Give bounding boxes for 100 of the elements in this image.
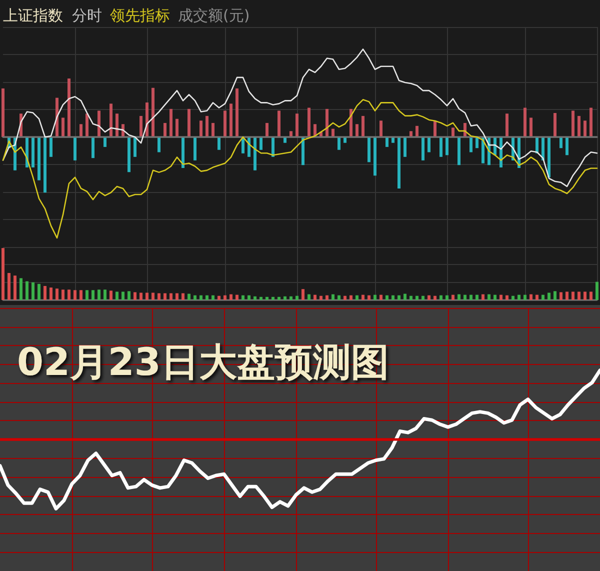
bar bbox=[170, 108, 172, 137]
bar bbox=[206, 116, 208, 137]
bar bbox=[356, 295, 358, 300]
bar bbox=[278, 296, 280, 300]
text: 成交额(元) bbox=[178, 6, 250, 24]
bar bbox=[164, 293, 166, 300]
bar bbox=[98, 110, 100, 137]
bar bbox=[44, 137, 46, 193]
bar bbox=[356, 124, 358, 137]
bar bbox=[428, 295, 430, 300]
bar bbox=[368, 295, 370, 300]
bar bbox=[92, 290, 94, 300]
bar bbox=[254, 296, 256, 300]
bar bbox=[272, 296, 274, 300]
bar bbox=[590, 292, 592, 300]
bar bbox=[50, 288, 52, 300]
bar bbox=[212, 295, 214, 300]
bar bbox=[446, 137, 448, 156]
bar bbox=[278, 110, 280, 137]
bar bbox=[344, 296, 346, 300]
bar bbox=[284, 296, 286, 300]
bar bbox=[548, 137, 550, 178]
bar bbox=[86, 290, 88, 300]
bar bbox=[554, 113, 556, 137]
bar bbox=[350, 295, 352, 300]
bar bbox=[434, 296, 436, 300]
bar bbox=[224, 110, 226, 137]
bar bbox=[32, 282, 34, 300]
bar bbox=[56, 288, 58, 300]
bar bbox=[230, 104, 232, 137]
bar bbox=[578, 292, 580, 300]
bar bbox=[260, 137, 262, 150]
bar bbox=[164, 122, 166, 137]
bar bbox=[434, 120, 436, 137]
bar bbox=[212, 122, 214, 137]
bar bbox=[398, 295, 400, 300]
bar bbox=[128, 137, 130, 172]
bar bbox=[536, 294, 538, 300]
bar bbox=[188, 108, 190, 137]
bar bbox=[128, 291, 130, 300]
bar bbox=[554, 291, 556, 300]
bar bbox=[194, 295, 196, 300]
bar bbox=[518, 294, 520, 300]
bar bbox=[458, 294, 460, 300]
bar bbox=[242, 295, 244, 300]
bar bbox=[14, 276, 16, 300]
bar bbox=[200, 120, 202, 137]
bar bbox=[548, 292, 550, 300]
bar bbox=[302, 289, 304, 300]
bar bbox=[530, 294, 532, 300]
bar bbox=[68, 78, 70, 137]
bar bbox=[290, 296, 292, 300]
bar bbox=[236, 88, 238, 137]
bar bbox=[362, 294, 364, 300]
bar bbox=[410, 296, 412, 300]
bar bbox=[398, 137, 400, 188]
bar bbox=[296, 296, 298, 300]
bar bbox=[26, 281, 28, 300]
bar bbox=[386, 295, 388, 300]
bar bbox=[440, 137, 442, 157]
bar bbox=[122, 292, 124, 300]
bar bbox=[338, 295, 340, 300]
bar bbox=[422, 137, 424, 160]
bar bbox=[116, 114, 118, 137]
bar bbox=[320, 296, 322, 300]
bar bbox=[566, 292, 568, 300]
bar bbox=[446, 295, 448, 300]
bar bbox=[500, 294, 502, 300]
chart-title: 上证指数 bbox=[3, 6, 63, 24]
bar bbox=[452, 294, 454, 300]
bar bbox=[470, 294, 472, 300]
bar bbox=[194, 137, 196, 160]
bar bbox=[572, 292, 574, 300]
bar bbox=[530, 118, 532, 137]
bar bbox=[422, 296, 424, 300]
bar bbox=[176, 293, 178, 300]
bar bbox=[104, 137, 106, 147]
bar bbox=[566, 137, 568, 156]
bar bbox=[206, 295, 208, 300]
bar bbox=[404, 137, 406, 157]
bar bbox=[134, 137, 136, 157]
bar bbox=[416, 296, 418, 300]
bar bbox=[140, 116, 142, 137]
bar bbox=[254, 137, 256, 170]
bar bbox=[590, 108, 592, 137]
bar bbox=[20, 278, 22, 300]
bar bbox=[584, 120, 586, 137]
bar bbox=[62, 118, 64, 137]
bar bbox=[98, 290, 100, 300]
bar bbox=[428, 137, 430, 152]
bar bbox=[332, 128, 334, 137]
bar bbox=[404, 294, 406, 300]
bar bbox=[386, 137, 388, 147]
bar bbox=[458, 137, 460, 166]
bar bbox=[308, 108, 310, 137]
bar bbox=[218, 137, 220, 150]
bar bbox=[326, 108, 328, 137]
bar bbox=[572, 110, 574, 137]
bar bbox=[266, 122, 268, 137]
bar bbox=[440, 295, 442, 300]
